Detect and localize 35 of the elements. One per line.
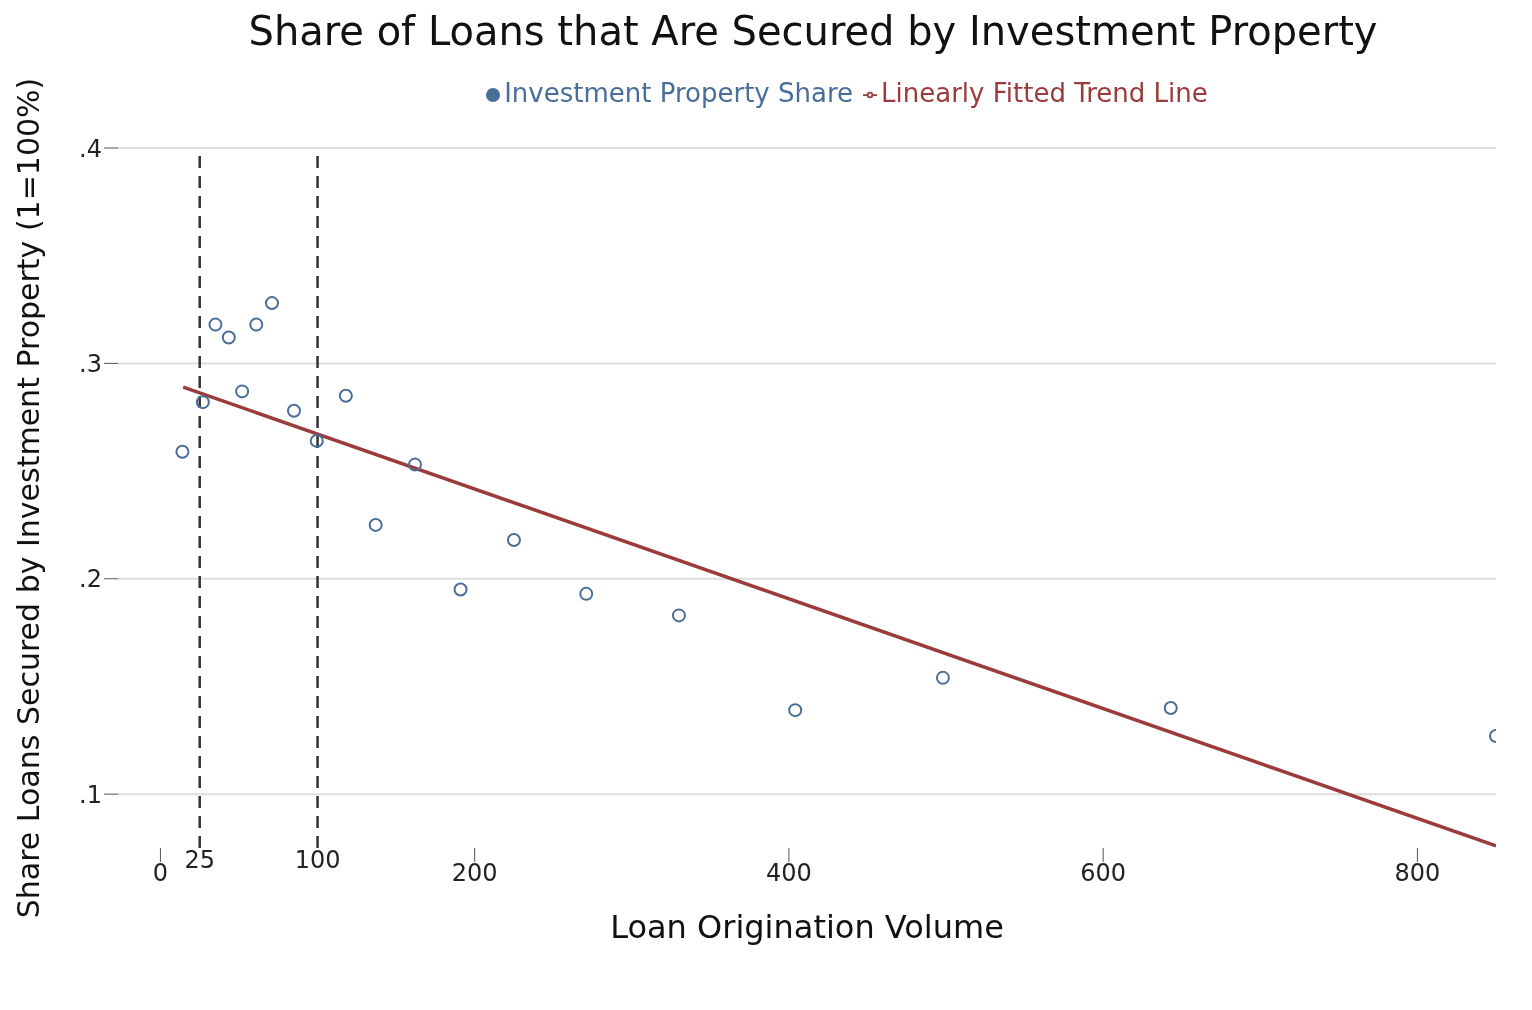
point bbox=[453, 582, 468, 597]
point bbox=[935, 670, 950, 685]
x-tick-label: 0 bbox=[152, 859, 169, 888]
point bbox=[788, 703, 803, 718]
point bbox=[671, 608, 686, 623]
chart-title: Share of Loans that Are Secured by Investment Property bbox=[247, 8, 1379, 56]
point bbox=[338, 388, 353, 403]
x-tick-label: 800 bbox=[1394, 859, 1441, 888]
ref-line-label: 25 bbox=[184, 846, 215, 874]
x-tick-label: 600 bbox=[1080, 859, 1127, 888]
y-axis-title: Share Loans Secured by Investment Property (1=100%) bbox=[10, 77, 46, 919]
ref-line-label: 100 bbox=[294, 846, 341, 874]
y-tick-label: .4 bbox=[79, 134, 102, 163]
point bbox=[309, 433, 324, 448]
point bbox=[506, 533, 521, 547]
point bbox=[579, 586, 594, 601]
y-tick-label: .3 bbox=[79, 349, 102, 378]
point bbox=[249, 317, 264, 332]
point bbox=[175, 444, 190, 459]
point bbox=[264, 296, 279, 311]
y-tick-label: .2 bbox=[79, 565, 102, 594]
legend-label: Linearly Fitted Trend Line bbox=[881, 78, 1208, 108]
point bbox=[407, 457, 422, 472]
x-tick-label: 200 bbox=[451, 859, 498, 888]
point bbox=[208, 317, 223, 332]
point bbox=[368, 517, 383, 532]
point bbox=[1163, 701, 1178, 715]
x-axis-title: Loan Origination Volume bbox=[610, 908, 1004, 946]
point bbox=[235, 384, 250, 399]
point bbox=[195, 395, 210, 410]
legend-label: Investment Property Share bbox=[504, 78, 854, 108]
y-tick-label: .1 bbox=[79, 780, 102, 809]
x-tick-label: 400 bbox=[766, 859, 812, 888]
point bbox=[286, 403, 301, 418]
point bbox=[221, 330, 236, 345]
